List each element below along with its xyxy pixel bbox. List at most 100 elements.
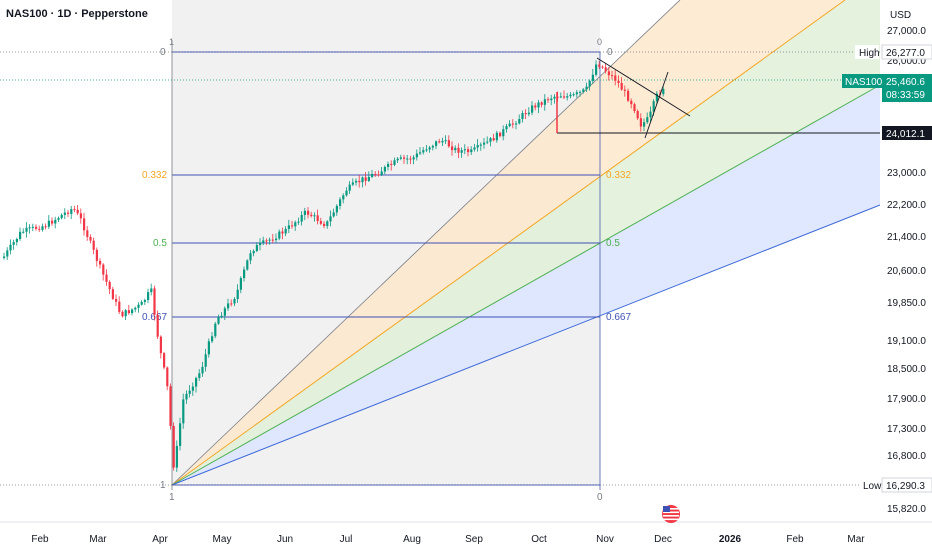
- bar-countdown: 08:33:59: [886, 90, 925, 101]
- candle-body: [515, 123, 518, 125]
- candle-body: [131, 309, 134, 314]
- candle-body: [425, 149, 428, 151]
- x-tick-label: Feb: [786, 534, 804, 545]
- candle-body: [111, 289, 114, 299]
- candle-body: [207, 341, 210, 355]
- candle-body: [591, 74, 594, 81]
- candle-body: [441, 140, 444, 143]
- candle-body: [585, 86, 588, 90]
- candle-body: [428, 147, 431, 150]
- candle-body: [508, 123, 511, 127]
- candle-body: [175, 445, 178, 468]
- fan-marker-bottom-left: 1: [169, 492, 175, 503]
- y-tick-label: 15,820.0: [887, 504, 926, 515]
- high-label-bg: [855, 45, 879, 59]
- candle-body: [60, 214, 63, 219]
- fan-zone-green: [172, 0, 880, 485]
- candle-body: [15, 239, 18, 243]
- candle-body: [166, 367, 169, 387]
- candle-body: [559, 96, 562, 98]
- candle-body: [239, 278, 242, 290]
- candle-body: [6, 250, 9, 257]
- candle-body: [399, 157, 402, 159]
- candle-body: [467, 149, 470, 153]
- low-label: Low: [863, 481, 882, 492]
- candle-body: [537, 102, 540, 108]
- y-tick-label: 26,000.0: [887, 56, 926, 67]
- candle-body: [492, 138, 495, 141]
- candle-body: [259, 242, 262, 246]
- candle-body: [291, 225, 294, 227]
- y-tick-label: 17,300.0: [887, 424, 926, 435]
- candle-body: [393, 160, 396, 165]
- candle-body: [9, 244, 12, 251]
- candle-body: [438, 141, 441, 143]
- time-axis-background: [0, 522, 932, 550]
- candle-body: [623, 89, 626, 91]
- candle-body: [422, 150, 425, 153]
- candle-body: [505, 126, 508, 130]
- fib-label-0667-right: 0.667: [606, 312, 631, 323]
- fan-line-0332: [171, 0, 846, 486]
- candle-body: [25, 227, 28, 232]
- candle-body: [121, 311, 124, 317]
- candle-body: [367, 176, 370, 181]
- candle-body: [287, 225, 290, 229]
- y-tick-label: 16,800.0: [887, 451, 926, 462]
- candle-body: [652, 101, 655, 112]
- candle-body: [655, 93, 658, 102]
- candle-body: [95, 249, 98, 261]
- candle-body: [99, 260, 102, 265]
- candle-body: [361, 177, 364, 183]
- candle-body: [230, 303, 233, 305]
- candle-body: [12, 242, 15, 245]
- candle-body: [323, 223, 326, 227]
- candle-body: [518, 119, 521, 124]
- x-tick-label: Mar: [89, 534, 107, 545]
- candle-body: [182, 399, 185, 424]
- candle-body: [329, 216, 332, 222]
- candle-body: [220, 315, 223, 318]
- candle-body: [143, 300, 146, 302]
- candle-body: [134, 307, 137, 310]
- candle-body: [163, 353, 166, 368]
- fan-line-05: [171, 84, 881, 486]
- candle-body: [335, 205, 338, 213]
- candle-body: [150, 288, 153, 293]
- candle-body: [527, 112, 530, 115]
- candle-body: [451, 146, 454, 151]
- candle-body: [383, 166, 386, 172]
- candle-body: [553, 96, 556, 99]
- candle-body: [19, 231, 22, 240]
- fib-label-0332-right: 0.332: [606, 170, 631, 181]
- candle-body: [252, 250, 255, 254]
- candle-body: [643, 122, 646, 127]
- candle-body: [35, 226, 38, 229]
- fib-label-05-left: 0.5: [153, 238, 167, 249]
- candle-body: [201, 366, 204, 374]
- candle-body: [396, 158, 399, 161]
- y-tick-label: 23,000.0: [887, 168, 926, 179]
- candle-body: [662, 88, 665, 95]
- candle-body: [377, 174, 380, 176]
- flag-canton: [663, 506, 670, 512]
- y-tick-label: 19,100.0: [887, 336, 926, 347]
- x-tick-label: Jun: [277, 534, 293, 545]
- candle-body: [419, 152, 422, 154]
- candle-body: [374, 173, 377, 175]
- candle-body: [646, 117, 649, 123]
- candle-body: [444, 140, 447, 142]
- candle-body: [550, 98, 553, 101]
- candle-body: [489, 138, 492, 142]
- candle-body: [294, 222, 297, 227]
- fib-label-0332-left: 0.332: [142, 170, 167, 181]
- candle-body: [345, 190, 348, 196]
- candle-body: [28, 227, 31, 229]
- candle-body: [387, 163, 390, 167]
- candle-body: [543, 99, 546, 105]
- candle-body: [524, 113, 527, 115]
- flag-stripe: [663, 508, 679, 510]
- low-value-bg: [881, 477, 932, 493]
